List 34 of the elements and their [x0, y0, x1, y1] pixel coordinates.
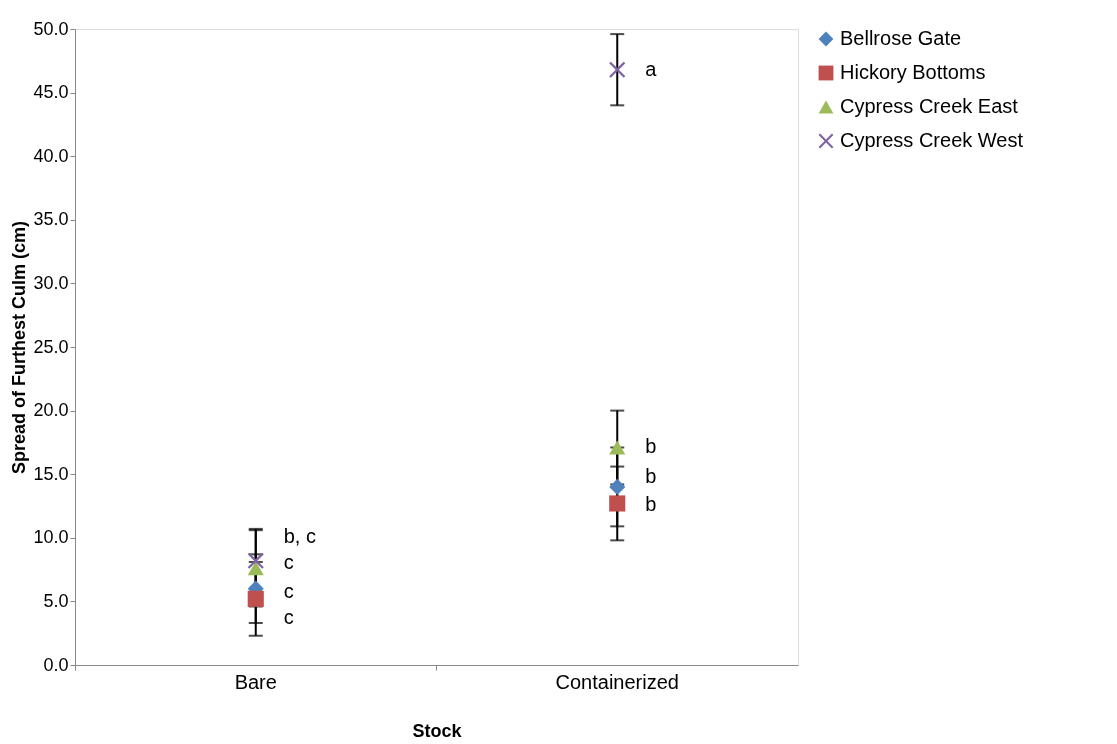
- x-axis-title: Stock: [412, 720, 463, 741]
- annotation: c: [283, 605, 294, 628]
- point: [609, 61, 626, 78]
- y-tick-label: 20.0: [33, 400, 69, 421]
- point: [609, 495, 626, 512]
- x-tick-label: Bare: [234, 670, 277, 693]
- annotation: b: [645, 435, 657, 458]
- point: [609, 440, 626, 455]
- point: [247, 561, 264, 576]
- legend-label: Bellrose Gate: [840, 27, 962, 49]
- legend-label: Cypress Creek East: [840, 95, 1019, 117]
- y-tick-label: 10.0: [33, 527, 69, 548]
- annotation: b, c: [283, 524, 316, 547]
- y-tick-label: 45.0: [33, 82, 69, 103]
- annotation: c: [283, 551, 294, 574]
- annotation: c: [283, 580, 294, 603]
- legend-label: Cypress Creek West: [840, 129, 1024, 151]
- y-tick-label: 0.0: [43, 654, 69, 675]
- point: [609, 478, 626, 495]
- annotation: a: [645, 57, 658, 80]
- y-tick-label: 25.0: [33, 336, 69, 357]
- annotation: b: [645, 464, 657, 487]
- point: [247, 552, 264, 569]
- legend-label: Hickory Bottoms: [840, 61, 986, 83]
- y-tick-label: 50.0: [33, 18, 69, 39]
- y-tick-label: 15.0: [33, 463, 69, 484]
- y-tick-label: 35.0: [33, 209, 69, 230]
- y-axis-title: Spread of Furthest Culm (cm): [9, 220, 30, 475]
- x-tick-label: Containerized: [555, 670, 679, 693]
- y-tick-label: 5.0: [43, 590, 69, 611]
- point: [247, 590, 264, 607]
- y-tick-label: 30.0: [33, 272, 69, 293]
- y-tick-label: 40.0: [33, 145, 69, 166]
- annotation: b: [645, 492, 657, 515]
